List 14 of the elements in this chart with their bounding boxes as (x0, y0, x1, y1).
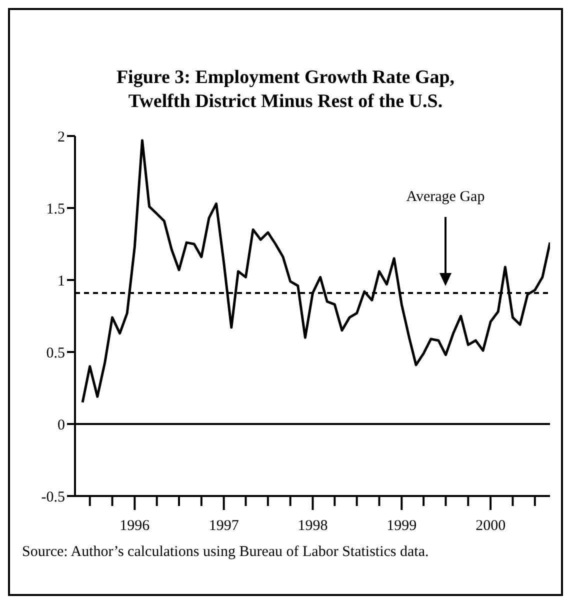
y-tick-label: 2 (58, 129, 65, 146)
x-tick-label: 1999 (386, 518, 417, 534)
y-tick-label: 1.5 (46, 201, 65, 218)
chart-title: Figure 3: Employment Growth Rate Gap, Twelfth District Minus Rest of the U.S. (115, 66, 456, 114)
y-tick-label: 1 (58, 273, 65, 290)
y-tick-label: 0 (58, 417, 65, 434)
x-tick-label: 1998 (298, 518, 328, 534)
ref-line-label: Average Gap (406, 188, 485, 205)
y-tick-label: -0.5 (41, 489, 65, 506)
source-note: Source: Author’s calculations using Bureau of Labor Statistics data. (22, 543, 430, 562)
x-tick-label: 1997 (208, 518, 240, 534)
y-tick-label: 0.5 (46, 345, 65, 362)
x-tick-label: 1996 (120, 518, 150, 534)
x-tick-label: 2000 (476, 518, 506, 534)
